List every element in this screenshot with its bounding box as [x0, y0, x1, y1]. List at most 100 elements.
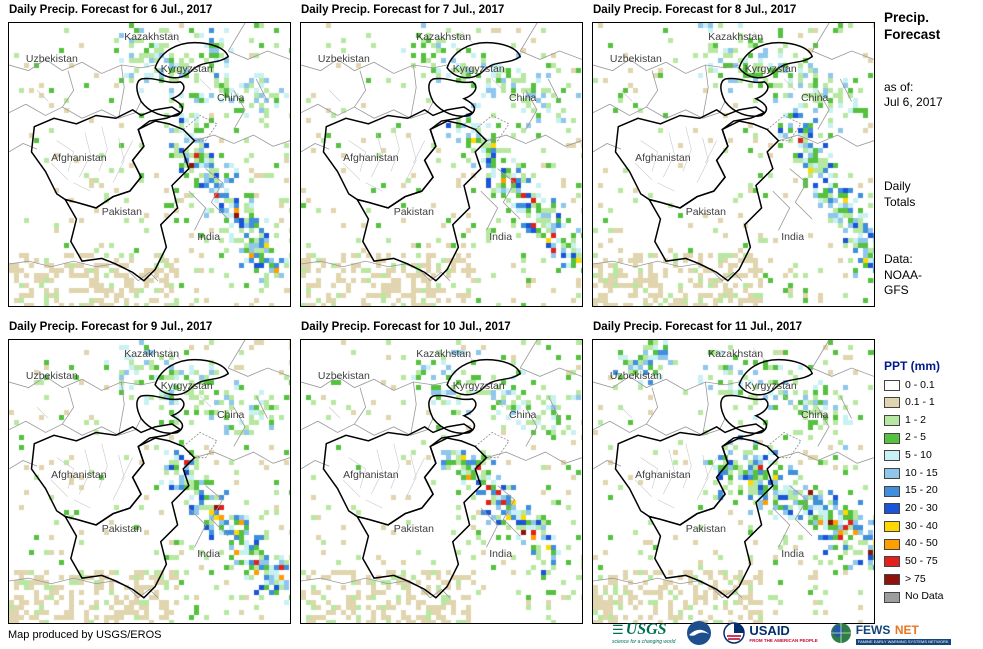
country-label-afghanistan: Afghanistan	[343, 151, 399, 164]
country-label-india: India	[781, 231, 805, 243]
data-source-line2: GFS	[884, 283, 909, 298]
legend-label: 1 - 2	[905, 413, 927, 426]
usgs-wordmark: USGS	[625, 620, 667, 638]
legend-label: 0.1 - 1	[905, 396, 935, 409]
country-label-kazakhstan: Kazakhstan	[708, 348, 764, 361]
country-label-india: India	[197, 231, 221, 243]
legend-label: 0 - 0.1	[905, 378, 935, 391]
legend-swatch	[884, 591, 900, 603]
legend-label: > 75	[905, 572, 926, 585]
precip-map: Kazakhstan Uzbekistan Kyrgyzstan China A…	[592, 22, 875, 307]
sidebar-title-line1: Precip.	[884, 10, 930, 25]
precip-map: Kazakhstan Uzbekistan Kyrgyzstan China A…	[300, 339, 583, 624]
sidebar: Precip. Forecast as of: Jul 6, 2017 Dail…	[884, 10, 980, 604]
country-label-afghanistan: Afghanistan	[635, 151, 691, 164]
legend-row: No Data	[884, 590, 980, 604]
country-label-kazakhstan: Kazakhstan	[416, 348, 472, 361]
country-label-china: China	[216, 92, 245, 105]
country-borders-icon	[301, 23, 582, 306]
legend-row: 40 - 50	[884, 537, 980, 551]
fewsnet-wordmark-net: NET	[894, 622, 919, 637]
panel-title: Daily Precip. Forecast for 7 Jul., 2017	[301, 4, 505, 16]
legend-row: > 75	[884, 573, 980, 587]
country-borders-icon	[593, 340, 874, 623]
panel-title: Daily Precip. Forecast for 10 Jul., 2017	[301, 321, 511, 333]
forecast-panel: Daily Precip. Forecast for 7 Jul., 2017 …	[300, 2, 583, 307]
agency-logos: ☰ USGS science for a changing world USAI…	[612, 619, 951, 647]
usaid-wordmark: USAID	[749, 622, 790, 638]
legend-swatch	[884, 573, 900, 585]
legend-swatch	[884, 520, 900, 532]
forecast-panel: Daily Precip. Forecast for 8 Jul., 2017 …	[592, 2, 875, 307]
as-of-date: Jul 6, 2017	[884, 95, 943, 110]
legend-swatch	[884, 468, 900, 480]
country-label-india: India	[489, 548, 513, 560]
totals-line2: Totals	[884, 194, 916, 209]
legend-row: 10 - 15	[884, 467, 980, 481]
precip-raster	[9, 340, 290, 623]
precip-map: Kazakhstan Uzbekistan Kyrgyzstan China A…	[8, 339, 291, 624]
data-source-line1: NOAA-	[884, 267, 923, 282]
country-label-pakistan: Pakistan	[393, 205, 434, 218]
legend-label: No Data	[905, 590, 944, 603]
country-label-kazakhstan: Kazakhstan	[124, 31, 180, 44]
legend-label: 2 - 5	[905, 431, 927, 444]
country-borders-icon	[9, 23, 290, 306]
sidebar-title: Precip. Forecast	[884, 10, 980, 44]
sidebar-title-line2: Forecast	[884, 26, 941, 42]
country-label-uzbekistan: Uzbekistan	[25, 52, 78, 65]
legend-label: 5 - 10	[905, 449, 932, 462]
legend-row: 30 - 40	[884, 520, 980, 534]
legend-swatch	[884, 503, 900, 515]
country-label-uzbekistan: Uzbekistan	[609, 369, 662, 382]
legend-swatch	[884, 432, 900, 444]
forecast-panel: Daily Precip. Forecast for 6 Jul., 2017 …	[8, 2, 291, 307]
as-of-label: as of:	[884, 79, 914, 94]
data-source-label: Data:	[884, 252, 913, 267]
legend-label: 30 - 40	[905, 519, 938, 532]
country-label-pakistan: Pakistan	[101, 205, 142, 218]
usgs-logo: ☰ USGS science for a changing world	[612, 620, 675, 645]
legend-row: 50 - 75	[884, 555, 980, 569]
country-borders-icon	[301, 340, 582, 623]
precip-raster	[9, 23, 290, 306]
legend-entries: 0 - 0.1 0.1 - 1 1 - 2 2 - 5 5 - 10 10 - 15 15 …	[884, 379, 980, 604]
legend-row: 15 - 20	[884, 484, 980, 498]
legend-row: 5 - 10	[884, 449, 980, 463]
legend-swatch	[884, 397, 900, 409]
country-label-pakistan: Pakistan	[685, 205, 726, 218]
country-label-china: China	[508, 92, 537, 105]
country-label-afghanistan: Afghanistan	[51, 468, 107, 481]
forecast-panel: Daily Precip. Forecast for 9 Jul., 2017 …	[8, 319, 291, 624]
precip-raster	[301, 23, 582, 306]
fewsnet-logo: FEWS NET FAMINE EARLY WARNING SYSTEMS NE…	[830, 622, 951, 645]
precip-raster	[301, 340, 582, 623]
map-grid: Daily Precip. Forecast for 6 Jul., 2017 …	[8, 2, 875, 624]
forecast-panel: Daily Precip. Forecast for 11 Jul., 2017…	[592, 319, 875, 624]
precip-map: Kazakhstan Uzbekistan Kyrgyzstan China A…	[592, 339, 875, 624]
map-credit: Map produced by USGS/EROS	[8, 629, 162, 641]
country-label-kyrgyzstan: Kyrgyzstan	[160, 379, 213, 392]
fewsnet-tagline: FAMINE EARLY WARNING SYSTEMS NETWORK	[855, 638, 951, 645]
panel-title: Daily Precip. Forecast for 9 Jul., 2017	[9, 321, 213, 333]
country-label-china: China	[800, 409, 829, 422]
legend: PPT (mm) 0 - 0.1 0.1 - 1 1 - 2 2 - 5 5 - 10 1…	[884, 359, 980, 604]
precip-raster	[593, 23, 874, 306]
legend-label: 40 - 50	[905, 537, 938, 550]
country-label-uzbekistan: Uzbekistan	[25, 369, 78, 382]
country-label-kazakhstan: Kazakhstan	[708, 31, 764, 44]
country-label-uzbekistan: Uzbekistan	[317, 369, 370, 382]
country-label-uzbekistan: Uzbekistan	[609, 52, 662, 65]
country-label-china: China	[216, 409, 245, 422]
noaa-emblem-icon	[687, 621, 712, 645]
totals-block: Daily Totals	[884, 179, 980, 210]
fewsnet-globe-icon	[830, 623, 851, 643]
usgs-bars-icon: ☰	[612, 622, 624, 637]
country-label-pakistan: Pakistan	[685, 522, 726, 535]
country-label-india: India	[781, 548, 805, 560]
country-label-kyrgyzstan: Kyrgyzstan	[744, 379, 797, 392]
noaa-logo	[687, 621, 712, 645]
forecast-panel: Daily Precip. Forecast for 10 Jul., 2017…	[300, 319, 583, 624]
legend-label: 50 - 75	[905, 554, 938, 567]
